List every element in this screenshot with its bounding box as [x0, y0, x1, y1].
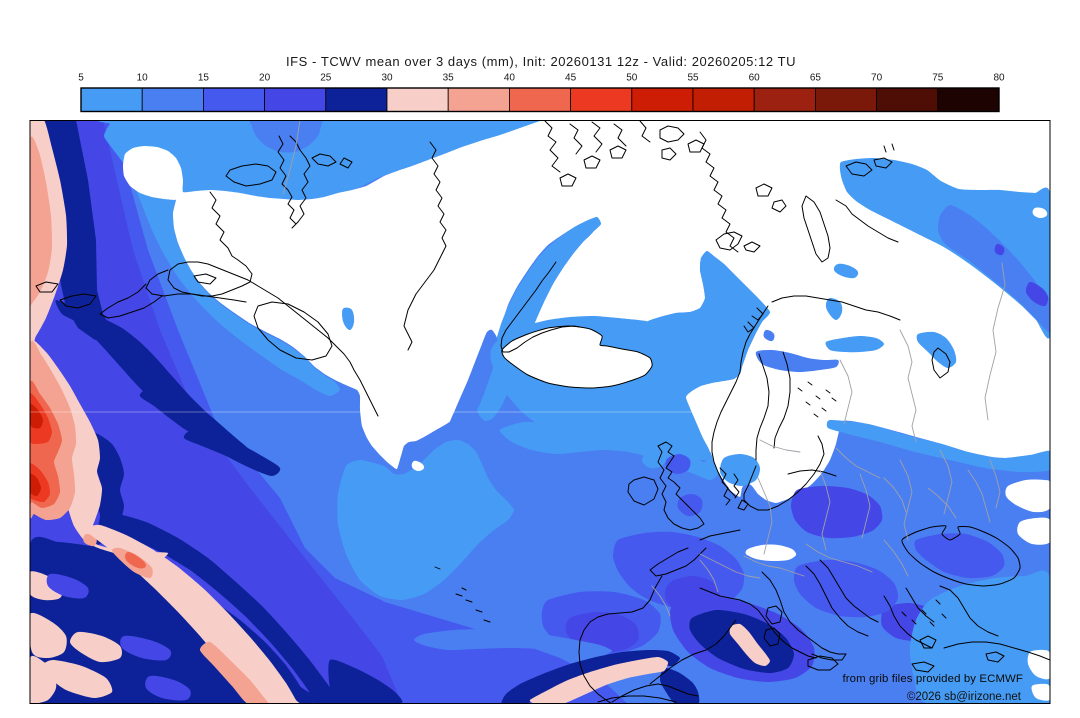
- svg-text:35: 35: [443, 73, 455, 84]
- svg-text:75: 75: [932, 73, 944, 84]
- svg-text:60: 60: [749, 73, 761, 84]
- svg-text:from grib files provided by EC: from grib files provided by ECMWF: [842, 673, 1023, 685]
- svg-text:25: 25: [320, 73, 332, 84]
- svg-text:45: 45: [565, 73, 577, 84]
- svg-text:55: 55: [687, 73, 699, 84]
- svg-text:50: 50: [626, 73, 638, 84]
- svg-text:40: 40: [504, 73, 516, 84]
- svg-text:80: 80: [993, 73, 1005, 84]
- svg-text:30: 30: [381, 73, 393, 84]
- svg-text:20: 20: [259, 73, 271, 84]
- svg-text:70: 70: [871, 73, 883, 84]
- svg-text:5: 5: [78, 73, 84, 84]
- svg-text:15: 15: [198, 73, 210, 84]
- svg-text:IFS - TCWV mean over 3 days (m: IFS - TCWV mean over 3 days (mm), Init: …: [286, 54, 796, 69]
- svg-text:©2026 sb@irizone.net: ©2026 sb@irizone.net: [907, 691, 1022, 703]
- svg-text:10: 10: [137, 73, 149, 84]
- svg-text:65: 65: [810, 73, 822, 84]
